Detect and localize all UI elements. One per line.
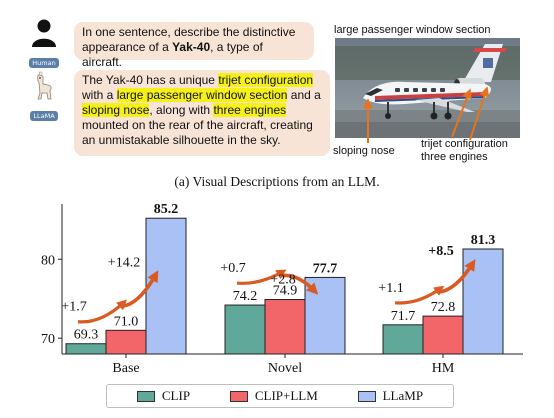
label-window: large passenger window section: [334, 24, 491, 36]
gain-label-2-hm: +8.5: [428, 244, 453, 259]
highlight-nose: sloping nose: [82, 103, 150, 117]
label-nose: sloping nose: [333, 145, 395, 157]
gain-arrow-1-base: [77, 299, 127, 324]
bar-llamp-hm: [462, 248, 504, 355]
llama-icon: [37, 71, 52, 100]
legend-swatch-llamp: [357, 390, 376, 402]
gain-label-2-base: +14.2: [108, 255, 140, 270]
bar-clip-llm-novel: [264, 299, 306, 355]
highlight-engines: three engines: [213, 103, 287, 117]
legend-item-llamp: LLaMP: [357, 388, 424, 404]
bar-clip-llm-hm: [422, 315, 464, 355]
gain-label-2-novel: +2.8: [270, 272, 295, 287]
x-tick-label-novel: Novel: [268, 361, 302, 376]
gain-label-1-hm: +1.1: [378, 281, 403, 296]
aircraft-photo: [335, 38, 520, 138]
data-label-clip-llm-base: 71.0: [114, 314, 139, 329]
bar-clip-llm-base: [105, 329, 147, 355]
engines-arrow: [469, 86, 490, 141]
gain-arrow-2-novel: [280, 273, 319, 295]
highlight-window: large passenger window section: [116, 88, 288, 102]
gain-arrow-2-base: [121, 270, 159, 309]
data-label-llamp-novel: 77.7: [313, 261, 338, 276]
bar-chart: 70 80 Base 69.3 71.0 85.2 +1.7 +14.2 Novel 74.2 74…: [41, 202, 523, 376]
llm-tag: LLaMA: [30, 111, 58, 121]
question-text-end: , a type of aircraft.: [82, 40, 263, 69]
data-label-clip-hm: 71.7: [391, 309, 416, 324]
highlight-trijet: trijet configuration: [218, 73, 314, 87]
bar-clip-novel: [224, 304, 266, 355]
x-tick-label-hm: HM: [432, 361, 455, 376]
legend-label-clip-llm: CLIP+LLM: [254, 388, 318, 403]
bar-clip-base: [65, 343, 107, 355]
data-label-llamp-hm: 81.3: [471, 233, 496, 248]
photo-annotations: [363, 86, 490, 143]
x-tick-label-base: Base: [112, 361, 139, 376]
gain-arrow-1-novel: [236, 269, 287, 285]
data-label-clip-novel: 74.2: [233, 289, 258, 304]
human-avatar: Human: [24, 17, 64, 70]
label-trijet: trijet configuration: [421, 138, 508, 150]
question-aircraft: Yak-40: [172, 40, 211, 54]
legend-label-llamp: LLaMP: [382, 388, 424, 403]
gain-label-1-novel: +0.7: [220, 261, 245, 276]
figure-caption: (a) Visual Descriptions from an LLM.: [174, 174, 380, 189]
llama-avatar: LLaMA: [24, 70, 64, 123]
bar-llamp-base: [145, 217, 187, 355]
bar-clip-hm: [382, 324, 424, 355]
y-tick-label-80: 80: [41, 253, 55, 268]
data-label-clip-llm-hm: 72.8: [431, 300, 456, 315]
legend-swatch-clip-llm: [229, 390, 248, 402]
gain-label-1-base: +1.7: [61, 300, 86, 315]
gain-arrow-1-hm: [394, 285, 445, 305]
data-label-clip-llm-novel: 74.9: [273, 284, 298, 299]
answer-bubble: The Yak-40 has a unique trijet configura…: [74, 70, 330, 156]
legend: CLIP CLIP+LLM LLaMP: [106, 384, 454, 408]
human-tag: Human: [29, 58, 59, 68]
trijet-arrow: [451, 88, 472, 138]
label-engines: three engines: [421, 151, 488, 163]
person-icon: [32, 19, 56, 47]
gain-arrow-2-hm: [438, 259, 476, 294]
legend-label-clip: CLIP: [161, 388, 191, 403]
legend-swatch-clip: [136, 390, 155, 402]
legend-item-clip: CLIP: [136, 388, 191, 404]
legend-item-clip-llm: CLIP+LLM: [229, 388, 318, 404]
question-bubble: In one sentence, describe the distinctiv…: [74, 22, 314, 69]
data-label-llamp-base: 85.2: [154, 202, 179, 217]
data-label-clip-base: 69.3: [74, 328, 99, 343]
y-tick-label-70: 70: [41, 332, 55, 347]
question-text: In one sentence, describe the distinctiv…: [82, 25, 296, 54]
